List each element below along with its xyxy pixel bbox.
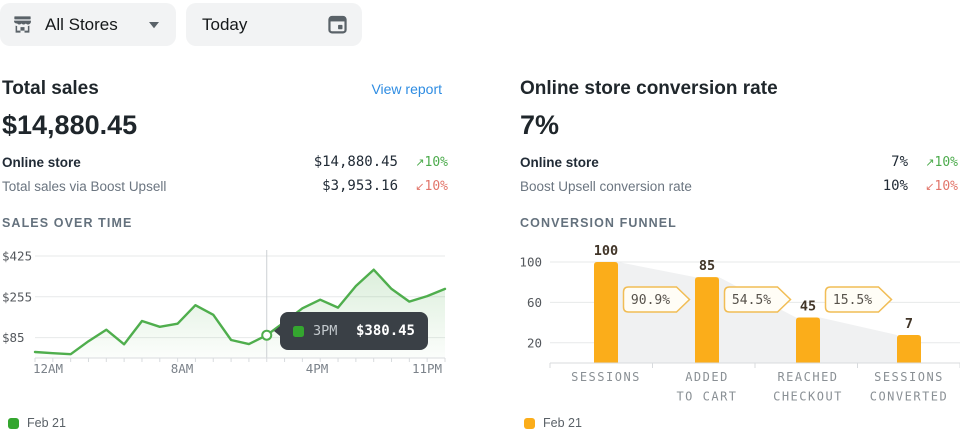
- trend-arrow-icon: ↗: [415, 155, 425, 169]
- panel-title: Online store conversion rate: [520, 78, 778, 99]
- svg-text:$425: $425: [2, 249, 32, 264]
- trend-arrow-icon: ↙: [415, 179, 425, 193]
- metric-row: Online store $14,880.45 ↗10%: [2, 150, 448, 174]
- svg-text:SESSIONS: SESSIONS: [874, 370, 944, 384]
- tooltip-value: $380.45: [355, 323, 415, 339]
- metric-value: 7%: [891, 154, 908, 170]
- svg-text:11PM: 11PM: [412, 361, 442, 376]
- legend-swatch-green: [8, 417, 19, 429]
- metric-delta: ↙10%: [415, 178, 448, 194]
- metric-value: $3,953.16: [322, 178, 398, 194]
- panel-title: Total sales: [2, 78, 99, 99]
- svg-text:TO CART: TO CART: [676, 390, 737, 404]
- svg-text:$255: $255: [2, 289, 32, 304]
- svg-text:20: 20: [527, 335, 542, 350]
- metric-row: Total sales via Boost Upsell $3,953.16 ↙…: [2, 174, 448, 198]
- conversion-rate-value: 7%: [520, 110, 560, 140]
- trend-arrow-icon: ↗: [925, 155, 935, 169]
- metric-rows: Online store 7% ↗10% Boost Upsell conver…: [520, 150, 958, 198]
- section-label-conversion-funnel: CONVERSION FUNNEL: [520, 216, 677, 230]
- metric-label: Online store: [520, 154, 599, 170]
- date-filter-label: Today: [202, 14, 248, 34]
- svg-text:54.5%: 54.5%: [732, 293, 771, 308]
- tooltip-time-label: 3PM: [313, 323, 338, 339]
- sales-over-time-chart[interactable]: $425 $255 $85 12AM 8AM 4PM 11PM 3PM $380.45: [2, 248, 450, 384]
- storefront-icon: [11, 13, 34, 36]
- svg-text:$85: $85: [2, 330, 25, 345]
- svg-text:90.9%: 90.9%: [631, 293, 670, 308]
- legend-label: Feb 21: [543, 416, 582, 430]
- legend-swatch-orange: [524, 417, 535, 429]
- metric-value: 10%: [882, 178, 908, 194]
- chevron-down-icon: [148, 21, 160, 29]
- metric-label: Total sales via Boost Upsell: [2, 178, 167, 194]
- metric-rows: Online store $14,880.45 ↗10% Total sales…: [2, 150, 448, 198]
- metric-label: Online store: [2, 154, 81, 170]
- svg-text:4PM: 4PM: [306, 361, 329, 376]
- store-filter-label: All Stores: [45, 14, 118, 34]
- calendar-icon: [326, 13, 349, 36]
- sales-legend: Feb 21: [8, 416, 66, 430]
- svg-text:CHECKOUT: CHECKOUT: [773, 390, 843, 404]
- svg-text:SESSIONS: SESSIONS: [571, 370, 641, 384]
- legend-label: Feb 21: [27, 416, 66, 430]
- metric-delta: ↗10%: [415, 154, 448, 170]
- svg-text:45: 45: [800, 299, 816, 315]
- svg-text:60: 60: [527, 295, 542, 310]
- series-swatch: [293, 325, 304, 337]
- metric-value: $14,880.45: [313, 154, 398, 170]
- svg-text:85: 85: [699, 258, 715, 274]
- svg-text:15.5%: 15.5%: [833, 293, 872, 308]
- trend-arrow-icon: ↙: [925, 179, 935, 193]
- view-report-link[interactable]: View report: [371, 81, 442, 97]
- store-filter-button[interactable]: All Stores: [0, 3, 176, 46]
- conversion-funnel-chart[interactable]: 100 60 20 100 85 45 7 90.9% 54.5% 15.5% SESSIONS AD…: [520, 240, 960, 410]
- metric-row: Online store 7% ↗10%: [520, 150, 958, 174]
- svg-text:100: 100: [594, 243, 618, 259]
- metric-delta: ↗10%: [925, 154, 958, 170]
- metric-label: Boost Upsell conversion rate: [520, 178, 692, 194]
- metric-delta: ↙10%: [925, 178, 958, 194]
- chart-tooltip: 3PM $380.45: [274, 312, 428, 350]
- svg-text:7: 7: [905, 316, 913, 332]
- svg-text:8AM: 8AM: [171, 361, 194, 376]
- total-sales-value: $14,880.45: [2, 110, 138, 140]
- metric-row: Boost Upsell conversion rate 10% ↙10%: [520, 174, 958, 198]
- svg-text:100: 100: [520, 255, 542, 270]
- svg-text:ADDED: ADDED: [685, 370, 729, 384]
- date-filter-button[interactable]: Today: [186, 3, 362, 46]
- funnel-legend: Feb 21: [524, 416, 582, 430]
- svg-text:REACHED: REACHED: [777, 370, 838, 384]
- section-label-sales-over-time: SALES OVER TIME: [2, 216, 133, 230]
- svg-text:12AM: 12AM: [33, 361, 63, 376]
- svg-text:CONVERTED: CONVERTED: [870, 390, 949, 404]
